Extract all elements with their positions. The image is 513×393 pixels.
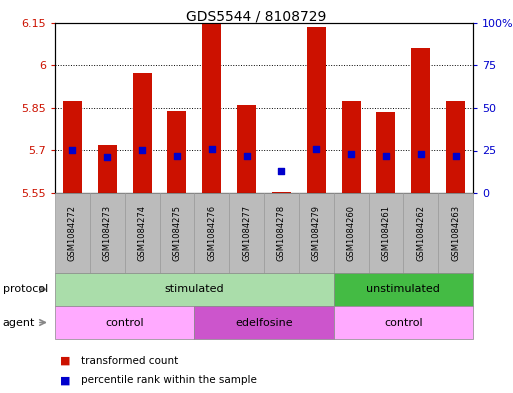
Text: ■: ■ [60, 356, 71, 365]
Point [451, 152, 460, 159]
Text: GSM1084276: GSM1084276 [207, 205, 216, 261]
Text: GSM1084279: GSM1084279 [312, 205, 321, 261]
Text: edelfosine: edelfosine [235, 318, 293, 327]
Text: agent: agent [3, 318, 35, 327]
Point [347, 151, 355, 157]
Text: protocol: protocol [3, 285, 48, 294]
Bar [411, 48, 430, 193]
Bar [307, 27, 326, 193]
Text: ■: ■ [60, 375, 71, 385]
Point [173, 152, 181, 159]
Text: GSM1084275: GSM1084275 [172, 205, 182, 261]
Text: GSM1084272: GSM1084272 [68, 205, 77, 261]
Text: GSM1084260: GSM1084260 [347, 205, 356, 261]
Point [382, 152, 390, 159]
Text: GSM1084278: GSM1084278 [277, 205, 286, 261]
Bar [167, 111, 187, 193]
Bar [132, 73, 152, 193]
Point [68, 147, 76, 154]
Text: control: control [384, 318, 423, 327]
Text: stimulated: stimulated [165, 285, 224, 294]
Text: GSM1084274: GSM1084274 [137, 205, 147, 261]
Bar [446, 101, 465, 193]
Bar [342, 101, 361, 193]
Text: GDS5544 / 8108729: GDS5544 / 8108729 [186, 10, 327, 24]
Bar [202, 24, 221, 193]
Text: transformed count: transformed count [81, 356, 178, 365]
Bar [63, 101, 82, 193]
Text: GSM1084273: GSM1084273 [103, 205, 112, 261]
Text: GSM1084263: GSM1084263 [451, 205, 460, 261]
Bar [272, 191, 291, 193]
Point [417, 151, 425, 157]
Bar [377, 112, 396, 193]
Point [312, 146, 320, 152]
Bar [237, 105, 256, 193]
Text: GSM1084261: GSM1084261 [382, 205, 390, 261]
Point [243, 152, 251, 159]
Text: unstimulated: unstimulated [366, 285, 440, 294]
Text: GSM1084262: GSM1084262 [416, 205, 425, 261]
Text: percentile rank within the sample: percentile rank within the sample [81, 375, 256, 385]
Text: GSM1084277: GSM1084277 [242, 205, 251, 261]
Point [208, 146, 216, 152]
Text: control: control [105, 318, 144, 327]
Point [138, 147, 146, 154]
Bar [97, 145, 117, 193]
Point [103, 154, 111, 160]
Point [278, 168, 286, 174]
